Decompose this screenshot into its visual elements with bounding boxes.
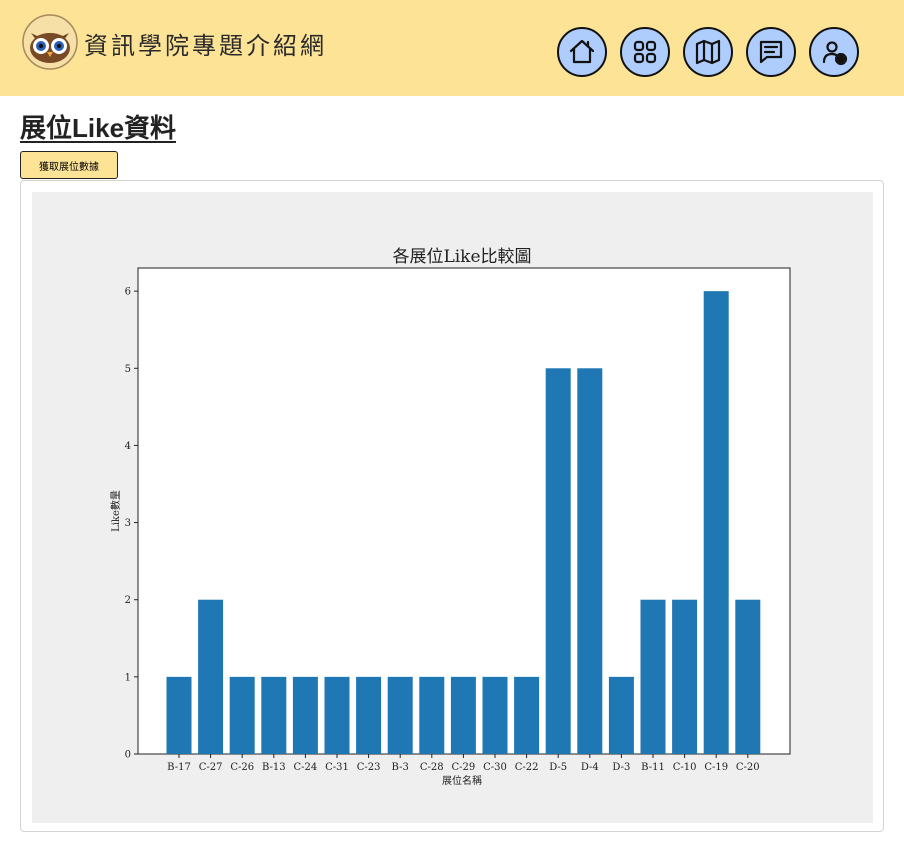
y-tick-label: 4 [125,441,131,452]
y-tick-label: 6 [125,287,131,298]
x-tick-label: C-30 [483,762,507,773]
map-button[interactable] [683,27,733,77]
bar-C-27 [198,599,224,754]
x-tick-label: C-31 [325,762,349,773]
x-tick-label: B-17 [167,762,191,773]
bar-D-3 [608,676,634,754]
user-settings-button[interactable] [809,27,859,77]
chart-image: 各展位Like比較圖 0 1 2 3 4 5 6 B-17 C-27 C-26 B-13 C-24 C… [32,192,873,823]
x-tick-label: C-26 [230,762,254,773]
x-tick-label: C-29 [452,762,476,773]
fetch-booth-data-button[interactable]: 獲取展位數據 [20,151,118,179]
chart-card: 各展位Like比較圖 0 1 2 3 4 5 6 B-17 C-27 C-26 B-13 C-24 C… [20,180,884,832]
bar-C-26 [229,676,255,754]
x-axis-label: 展位名稱 [442,774,482,787]
bar-C-10 [672,599,698,754]
bar-B-11 [640,599,666,754]
main-nav [557,27,859,77]
x-tick-label: B-13 [262,762,286,773]
y-tick-label: 0 [125,750,131,761]
bar-C-29 [450,676,476,754]
x-tick-label: C-20 [736,762,760,773]
bar-C-19 [703,291,729,754]
user-settings-icon [822,41,848,66]
home-icon [569,39,595,64]
y-tick-label: 1 [125,672,131,683]
bar-C-28 [419,676,445,754]
y-tick-label: 2 [125,595,131,606]
bar-D-5 [545,368,571,754]
page-title: 展位Like資料 [20,113,177,143]
x-tick-label: D-3 [612,762,630,773]
y-axis-label: Like數量 [109,490,122,532]
bar-C-24 [292,676,318,754]
x-tick-label: C-27 [199,762,223,773]
x-tick-label: C-28 [420,762,444,773]
bar-C-20 [735,599,761,754]
map-icon [695,39,721,65]
x-tick-label: B-3 [392,762,409,773]
message-button[interactable] [746,27,796,77]
x-tick-label: C-22 [515,762,539,773]
site-title[interactable]: 資訊學院專題介紹網 [84,32,327,60]
bar-C-30 [482,676,508,754]
x-tick-label: C-10 [673,762,697,773]
y-tick-label: 3 [125,518,131,529]
bar-C-31 [324,676,350,754]
x-tick-label: C-19 [704,762,728,773]
bar-D-4 [577,368,603,754]
grid-icon [633,40,657,64]
message-icon [759,40,783,64]
site-header: 資訊學院專題介紹網 [0,0,904,96]
y-tick-label: 5 [125,364,131,375]
home-button[interactable] [557,27,607,77]
owl-logo-icon[interactable] [22,14,78,70]
bar-B-17 [166,676,192,754]
bar-B-3 [387,676,413,754]
grid-button[interactable] [620,27,670,77]
like-bar-chart: 各展位Like比較圖 0 1 2 3 4 5 6 B-17 C-27 C-26 B-13 C-24 C… [109,247,791,787]
x-tick-label: C-23 [357,762,381,773]
x-tick-label: D-5 [549,762,567,773]
bar-C-23 [356,676,382,754]
bar-B-13 [261,676,287,754]
chart-title: 各展位Like比較圖 [392,247,531,267]
x-tick-label: C-24 [294,762,318,773]
x-tick-label: B-11 [641,762,665,773]
x-tick-label: D-4 [581,762,599,773]
bar-C-22 [514,676,540,754]
